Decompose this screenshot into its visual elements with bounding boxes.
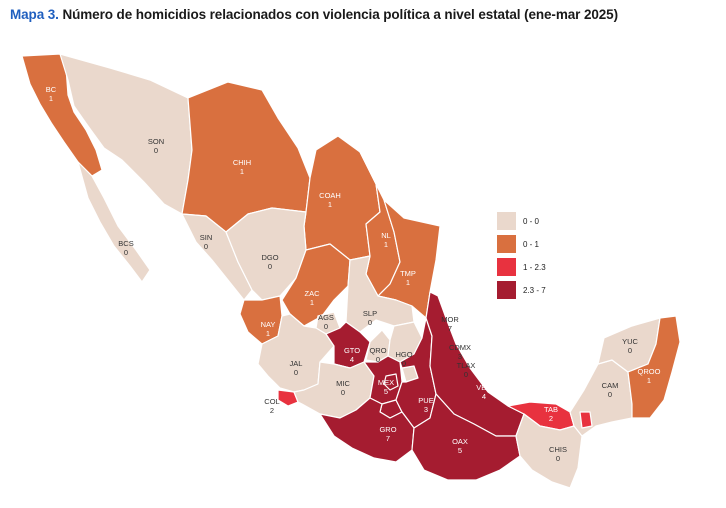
- legend-swatch: [497, 281, 516, 299]
- state-value-cdmx: 3: [458, 352, 462, 361]
- state-value-col: 2: [270, 406, 274, 415]
- state-label-col: COL: [264, 397, 279, 406]
- state-value-yuc: 0: [628, 346, 632, 355]
- state-sin[interactable]: [181, 213, 253, 301]
- state-label-tlax: TLAX: [457, 361, 476, 370]
- legend-swatch: [497, 235, 516, 253]
- legend-swatch: [497, 258, 516, 276]
- state-label-sin: SIN: [200, 233, 213, 242]
- state-value-mic: 0: [341, 388, 345, 397]
- state-label-slp: SLP: [363, 309, 377, 318]
- legend-label: 2.3 - 7: [523, 286, 546, 295]
- map-title: Mapa 3. Número de homicidios relacionado…: [10, 7, 618, 22]
- state-son[interactable]: [59, 53, 193, 215]
- state-value-qroo: 1: [647, 376, 651, 385]
- state-value-zac: 1: [310, 298, 314, 307]
- state-value-tab: 2: [549, 414, 553, 423]
- state-label-nl: NL: [381, 231, 391, 240]
- state-label-zac: ZAC: [305, 289, 321, 298]
- state-label-jal: JAL: [290, 359, 303, 368]
- state-label-oax: OAX: [452, 437, 468, 446]
- state-label-qro: QRO: [369, 346, 386, 355]
- state-chih[interactable]: [181, 81, 311, 233]
- state-label-mor: MOR: [441, 315, 459, 324]
- state-value-nay: 1: [266, 329, 270, 338]
- state-value-bc: 1: [49, 94, 53, 103]
- state-label-dgo: DGO: [261, 253, 278, 262]
- state-gro[interactable]: [319, 397, 415, 463]
- state-value-mex: 5: [384, 387, 388, 396]
- state-label-camp: CAM: [602, 381, 619, 390]
- state-value-camp: 0: [608, 390, 612, 399]
- state-label-bc: BC: [46, 85, 57, 94]
- state-label-pue: PUE: [418, 396, 433, 405]
- state-label-coah: COAH: [319, 191, 341, 200]
- state-labels: BC1BCS0SON0CHIH1COAH1SIN0DGO0NL1TMP1ZAC1…: [46, 85, 661, 463]
- state-value-dgo: 0: [268, 262, 272, 271]
- state-value-slp: 0: [368, 318, 372, 327]
- state-label-tmp: TMP: [400, 269, 416, 278]
- state-value-gro: 7: [386, 434, 390, 443]
- legend-label: 0 - 0: [523, 217, 540, 226]
- state-value-ver: 4: [482, 392, 486, 401]
- state-label-cdmx: CDMX: [449, 343, 471, 352]
- state-label-nay: NAY: [261, 320, 276, 329]
- map-number: Mapa 3.: [10, 7, 59, 22]
- state-label-tab: TAB: [544, 405, 558, 414]
- state-label-bcs: BCS: [118, 239, 133, 248]
- state-qroo[interactable]: [627, 315, 681, 419]
- state-value-pue: 3: [424, 405, 428, 414]
- legend-label: 0 - 1: [523, 240, 540, 249]
- state-value-chih: 1: [240, 167, 244, 176]
- state-label-chih: CHIH: [233, 158, 251, 167]
- state-value-jal: 0: [294, 368, 298, 377]
- state-value-sin: 0: [204, 242, 208, 251]
- state-col[interactable]: [277, 389, 299, 407]
- state-label-ver: VER: [476, 383, 492, 392]
- state-value-oax: 5: [458, 446, 462, 455]
- state-cdmx[interactable]: [383, 373, 399, 391]
- state-value-gto: 4: [350, 355, 354, 364]
- state-value-mor: 7: [448, 324, 452, 333]
- state-value-ags: 0: [324, 322, 328, 331]
- state-label-hgo: HGO: [395, 350, 412, 359]
- state-camp[interactable]: [569, 359, 633, 437]
- state-label-son: SON: [148, 137, 164, 146]
- state-value-hgo: 0: [402, 359, 406, 368]
- state-value-bcs: 0: [124, 248, 128, 257]
- state-label-gto: GTO: [344, 346, 360, 355]
- state-label-ags: AGS: [318, 313, 334, 322]
- state-label-yuc: YUC: [622, 337, 638, 346]
- state-jal[interactable]: [257, 313, 335, 393]
- state-value-coah: 1: [328, 200, 332, 209]
- state-bcs[interactable]: [77, 161, 151, 283]
- state-value-son: 0: [154, 146, 158, 155]
- legend-label: 1 - 2.3: [523, 263, 546, 272]
- state-value-tlax: 0: [464, 370, 468, 379]
- legend-swatch: [497, 212, 516, 230]
- state-value-chis: 0: [556, 454, 560, 463]
- state-tab-extension[interactable]: [579, 411, 593, 429]
- map-title-text: Número de homicidios relacionados con vi…: [62, 7, 618, 22]
- state-value-tmp: 1: [406, 278, 410, 287]
- state-zac[interactable]: [281, 243, 351, 327]
- state-chis[interactable]: [515, 413, 583, 489]
- state-label-chis: CHIS: [549, 445, 567, 454]
- state-value-qro: 0: [376, 355, 380, 364]
- state-label-qroo: QROO: [638, 367, 661, 376]
- state-value-nl: 1: [384, 240, 388, 249]
- state-label-mic: MIC: [336, 379, 350, 388]
- state-label-mex: MEX: [378, 378, 394, 387]
- state-label-gro: GRO: [379, 425, 396, 434]
